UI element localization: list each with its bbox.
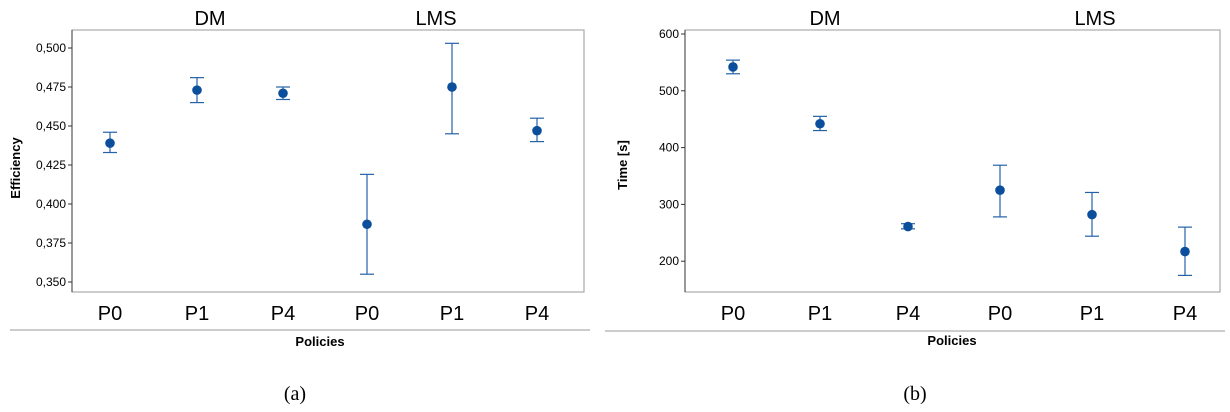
panel-a-x-tick-label: P4 <box>525 303 549 325</box>
panel-a-y-ticks: 0,350 0,375 0,400 0,425 0,450 0,475 0,500 <box>36 30 73 292</box>
panel-b-x-tick-label: P1 <box>1080 303 1104 325</box>
panel-b-x-tick-label: P1 <box>808 303 832 325</box>
panel-a-y-tick-label: 0,475 <box>36 80 66 94</box>
panel-a-efficiency-chart: DM LMS Efficiency Policies (a) 0,350 0,37… <box>8 8 590 405</box>
panel-a-x-tick-label: P1 <box>185 303 209 325</box>
data-point-marker <box>278 88 288 99</box>
panel-a-plot-frame <box>71 29 585 293</box>
panel-b-x-tick-label: P4 <box>1173 303 1197 325</box>
panel-b-y-tick-label: 400 <box>659 141 679 155</box>
data-point-marker <box>532 125 542 136</box>
panel-b-y-tick-label: 300 <box>659 197 679 211</box>
panel-a-y-tick-label: 0,350 <box>36 275 66 289</box>
data-point-marker <box>105 138 115 148</box>
data-point-marker <box>815 118 825 129</box>
panel-b-group-label-dm: DM <box>809 8 840 30</box>
data-point-marker <box>728 62 738 72</box>
panel-b-x-tick-label: P0 <box>721 303 745 325</box>
panel-b-x-ticks: P0 P1 P4 P0 P1 P4 <box>721 303 1197 325</box>
panel-b-errorbar-point <box>726 59 740 75</box>
data-point-marker <box>903 221 913 232</box>
panel-b-y-axis-title: Time [s] <box>615 140 630 190</box>
panel-a-x-ticks: P0 P1 P4 P0 P1 P4 <box>98 303 549 325</box>
data-point-marker <box>362 219 372 230</box>
panel-b-y-tick-label: 500 <box>659 84 679 98</box>
panel-a-x-axis-title: Policies <box>295 334 344 349</box>
panel-a-errorbar-point <box>530 117 544 143</box>
panel-b-y-ticks: 200 300 400 500 600 <box>659 27 686 292</box>
panel-a-y-axis-title: Efficiency <box>8 137 23 199</box>
panel-a-x-tick-label: P1 <box>440 303 464 325</box>
panel-b-group-label-lms: LMS <box>1074 8 1115 30</box>
panel-a-errorbar-point <box>360 173 374 275</box>
data-point-marker <box>447 82 457 92</box>
panel-a-errorbar-point <box>445 42 459 135</box>
panel-b-errorbar-point <box>901 221 915 232</box>
data-point-marker <box>1087 209 1097 220</box>
panel-a-y-tick-label: 0,375 <box>36 236 66 250</box>
panel-b-errorbar-point <box>1085 191 1099 237</box>
panel-a-y-tick-label: 0,400 <box>36 197 66 211</box>
panel-b-plot-frame <box>684 29 1221 293</box>
panel-a-x-tick-label: P0 <box>355 303 379 325</box>
panel-a-group-label-lms: LMS <box>415 8 456 30</box>
panel-b-time-chart: DM LMS Time [s] Policies (b) 200 300 400 50… <box>605 8 1225 405</box>
panel-b-x-axis-title: Policies <box>927 333 976 348</box>
panel-a-y-tick-label: 0,450 <box>36 119 66 133</box>
data-point-marker <box>1180 246 1190 257</box>
panel-a-data-marks <box>103 42 544 275</box>
panel-b-x-tick-label: P0 <box>988 303 1012 325</box>
panel-a-x-tick-label: P0 <box>98 303 122 325</box>
panel-a-errorbar-point <box>190 77 204 104</box>
panel-b-y-tick-label: 200 <box>659 254 679 268</box>
panel-b-errorbar-point <box>993 164 1007 218</box>
panel-b-errorbar-point <box>813 115 827 132</box>
panel-b-caption: (b) <box>903 383 926 405</box>
panel-b-y-tick-label: 600 <box>659 27 679 41</box>
panel-a-errorbar-point <box>103 131 117 154</box>
panel-a-caption: (a) <box>284 383 306 405</box>
panel-a-y-tick-label: 0,425 <box>36 158 66 172</box>
data-point-marker <box>995 185 1005 195</box>
panel-b-data-marks <box>726 59 1192 276</box>
panel-b-x-tick-label: P4 <box>896 303 920 325</box>
data-point-marker <box>192 85 202 95</box>
panel-b-errorbar-point <box>1178 226 1192 276</box>
panel-a-errorbar-point <box>276 86 290 101</box>
panel-a-group-label-dm: DM <box>194 8 225 30</box>
panel-a-x-tick-label: P4 <box>271 303 295 325</box>
panel-a-y-tick-label: 0,500 <box>36 41 66 55</box>
